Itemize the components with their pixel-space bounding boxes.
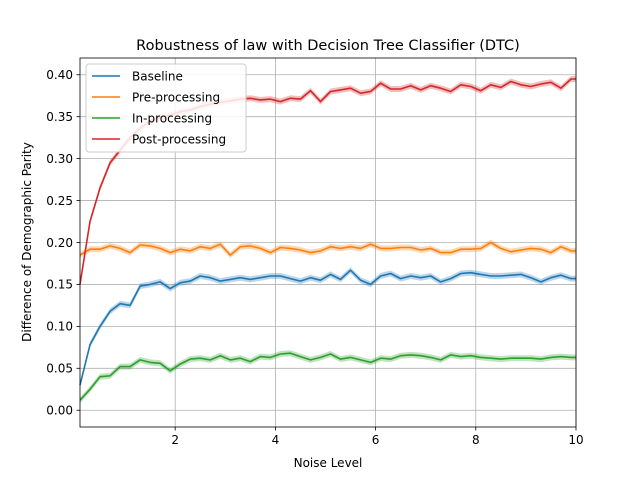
y-tick-label: 0.40	[46, 68, 73, 82]
legend-label: Post-processing	[132, 133, 226, 147]
chart-title: Robustness of law with Decision Tree Cla…	[136, 38, 520, 54]
series-line-2	[79, 352, 576, 401]
y-tick-label: 0.20	[46, 236, 73, 250]
x-tick-label: 4	[272, 433, 280, 447]
y-tick-label: 0.00	[46, 404, 73, 418]
y-tick-label: 0.30	[46, 152, 73, 166]
legend-box	[85, 63, 247, 153]
x-axis: 2 4 6 8 10	[171, 427, 584, 447]
y-tick-label: 0.10	[46, 320, 73, 334]
x-tick-label: 10	[568, 433, 583, 447]
legend-label: In-processing	[132, 112, 212, 126]
x-axis-label: Noise Level	[294, 456, 363, 470]
y-tick-label: 0.25	[46, 194, 73, 208]
series-band-1	[80, 239, 576, 259]
x-tick-label: 2	[171, 433, 179, 447]
series-band-2	[80, 350, 576, 404]
series-band-0	[80, 267, 576, 389]
y-axis: 0.00 0.05 0.10 0.15 0.20 0.25 0.30 0.35 0.40	[46, 68, 80, 418]
y-tick-label: 0.35	[46, 110, 73, 124]
series-line-0	[79, 269, 576, 386]
legend: Baseline Pre-processing In-processing Post-…	[85, 63, 247, 153]
legend-label: Baseline	[132, 70, 183, 84]
y-axis-label: Difference of Demographic Parity	[20, 142, 34, 342]
legend-label: Pre-processing	[132, 91, 220, 105]
y-tick-label: 0.05	[46, 362, 73, 376]
y-tick-label: 0.15	[46, 278, 73, 292]
series-line-1	[79, 241, 576, 256]
x-tick-label: 6	[372, 433, 380, 447]
x-tick-label: 8	[472, 433, 480, 447]
confidence-bands	[80, 76, 576, 404]
